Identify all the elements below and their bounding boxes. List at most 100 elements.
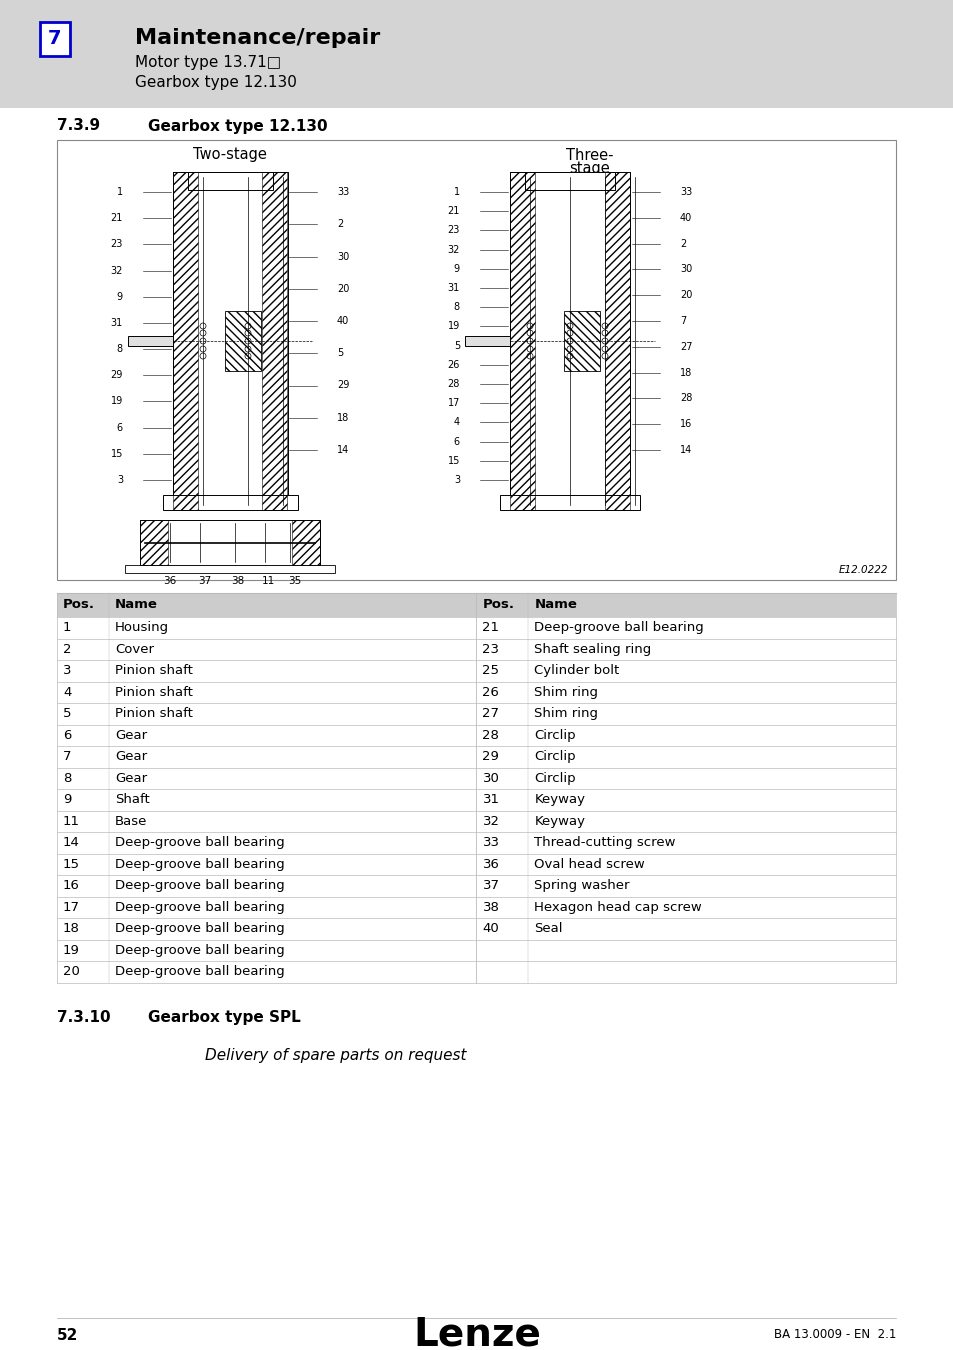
Bar — [140, 520, 168, 566]
Text: 15: 15 — [111, 448, 123, 459]
Text: Cover: Cover — [115, 643, 153, 656]
Text: 3: 3 — [454, 475, 459, 485]
Text: 23: 23 — [447, 225, 459, 235]
Bar — [524, 171, 615, 190]
Text: 38: 38 — [482, 900, 498, 914]
Text: Base: Base — [115, 815, 147, 828]
Bar — [604, 171, 629, 510]
Text: 2: 2 — [679, 239, 685, 248]
Text: 32: 32 — [447, 244, 459, 255]
Text: Deep-groove ball bearing: Deep-groove ball bearing — [115, 944, 284, 957]
Text: 29: 29 — [111, 370, 123, 381]
Bar — [510, 171, 629, 510]
Bar — [0, 0, 953, 108]
Text: 9: 9 — [117, 292, 123, 302]
Bar — [292, 520, 319, 566]
Text: 7: 7 — [49, 30, 62, 49]
Text: Oval head screw: Oval head screw — [534, 857, 644, 871]
Text: 14: 14 — [63, 836, 80, 849]
Text: Pos.: Pos. — [482, 598, 514, 612]
Text: Circlip: Circlip — [534, 751, 576, 763]
Text: 30: 30 — [336, 251, 349, 262]
Bar — [40, 22, 70, 55]
Text: 29: 29 — [336, 381, 349, 390]
Text: 9: 9 — [63, 794, 71, 806]
Text: 17: 17 — [63, 900, 80, 914]
Bar — [510, 171, 535, 510]
Text: 11: 11 — [261, 576, 274, 586]
Text: 27: 27 — [679, 342, 692, 352]
Text: 18: 18 — [679, 367, 692, 378]
Text: 5: 5 — [336, 348, 343, 358]
Text: 33: 33 — [482, 836, 499, 849]
Text: Pos.: Pos. — [63, 598, 95, 612]
Text: 9: 9 — [454, 263, 459, 274]
Text: 18: 18 — [336, 413, 349, 423]
Text: 1: 1 — [454, 188, 459, 197]
Text: 28: 28 — [482, 729, 498, 741]
Text: Keyway: Keyway — [534, 794, 585, 806]
Text: 7: 7 — [63, 751, 71, 763]
Text: Shaft: Shaft — [115, 794, 150, 806]
Text: 16: 16 — [63, 879, 80, 892]
Bar — [140, 520, 319, 566]
Text: 1: 1 — [63, 621, 71, 634]
Text: 20: 20 — [336, 284, 349, 294]
Text: 23: 23 — [111, 239, 123, 250]
Text: 27: 27 — [482, 707, 499, 721]
Text: 17: 17 — [447, 398, 459, 408]
Text: Gearbox type 12.130: Gearbox type 12.130 — [135, 74, 296, 89]
Text: Two-stage: Two-stage — [193, 147, 267, 162]
Bar — [499, 495, 639, 510]
Text: Circlip: Circlip — [534, 729, 576, 741]
Text: 36: 36 — [163, 576, 176, 586]
Text: Circlip: Circlip — [534, 772, 576, 784]
Text: 19: 19 — [111, 397, 123, 406]
Text: Hexagon head cap screw: Hexagon head cap screw — [534, 900, 701, 914]
Text: 21: 21 — [447, 207, 459, 216]
Text: 18: 18 — [63, 922, 80, 936]
Bar — [262, 171, 287, 510]
Text: Motor type 13.71□: Motor type 13.71□ — [135, 54, 281, 69]
Text: Gear: Gear — [115, 729, 147, 741]
Bar — [128, 336, 172, 346]
Text: Shim ring: Shim ring — [534, 686, 598, 699]
Text: 5: 5 — [63, 707, 71, 721]
Text: 15: 15 — [447, 456, 459, 466]
Text: 28: 28 — [679, 393, 692, 404]
Text: Deep-groove ball bearing: Deep-groove ball bearing — [115, 965, 284, 979]
Text: Thread-cutting screw: Thread-cutting screw — [534, 836, 676, 849]
Text: 21: 21 — [111, 213, 123, 223]
Text: BA 13.0009 - EN  2.1: BA 13.0009 - EN 2.1 — [773, 1328, 895, 1342]
Text: 16: 16 — [679, 420, 692, 429]
Text: 7.3.10: 7.3.10 — [57, 1010, 111, 1025]
Text: Delivery of spare parts on request: Delivery of spare parts on request — [205, 1048, 466, 1062]
Text: 6: 6 — [454, 436, 459, 447]
Text: 38: 38 — [232, 576, 244, 586]
Text: 14: 14 — [679, 446, 692, 455]
Text: E12.0222: E12.0222 — [838, 566, 887, 575]
Text: stage: stage — [569, 162, 610, 177]
Text: 25: 25 — [482, 664, 499, 678]
Bar — [57, 593, 895, 617]
Bar — [188, 171, 273, 190]
Text: Maintenance/repair: Maintenance/repair — [135, 28, 380, 49]
Text: Deep-groove ball bearing: Deep-groove ball bearing — [534, 621, 703, 634]
Text: 11: 11 — [63, 815, 80, 828]
Text: Name: Name — [534, 598, 577, 612]
Text: 40: 40 — [336, 316, 349, 325]
Text: 26: 26 — [482, 686, 498, 699]
Text: Seal: Seal — [534, 922, 562, 936]
Text: Cylinder bolt: Cylinder bolt — [534, 664, 619, 678]
Text: Pinion shaft: Pinion shaft — [115, 664, 193, 678]
Text: 5: 5 — [454, 340, 459, 351]
Text: 3: 3 — [63, 664, 71, 678]
Text: 19: 19 — [447, 321, 459, 331]
Text: 40: 40 — [679, 213, 692, 223]
Text: 7: 7 — [679, 316, 685, 325]
Text: Deep-groove ball bearing: Deep-groove ball bearing — [115, 857, 284, 871]
Text: 31: 31 — [447, 284, 459, 293]
Text: 3: 3 — [117, 475, 123, 485]
Text: 32: 32 — [111, 266, 123, 275]
Text: Lenze: Lenze — [413, 1316, 540, 1350]
